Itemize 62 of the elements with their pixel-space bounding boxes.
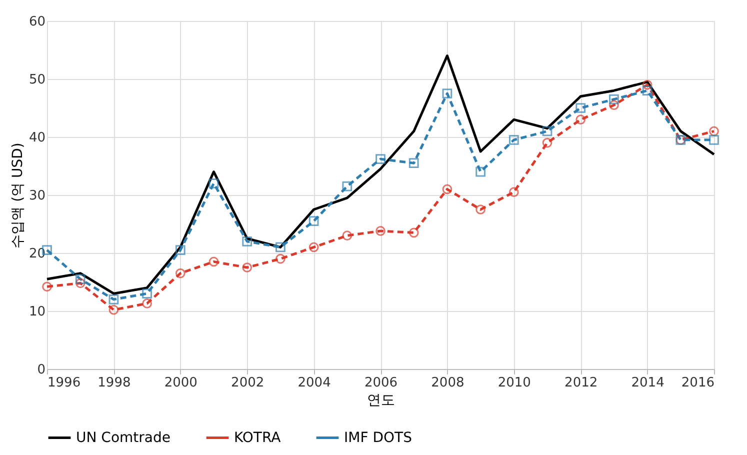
x-tick-label: 2016: [681, 376, 714, 390]
point: [175, 268, 186, 278]
point: [242, 236, 252, 246]
point: [442, 88, 452, 98]
point: [609, 100, 619, 110]
point: [376, 226, 386, 236]
point: [208, 256, 219, 267]
point: [576, 114, 586, 125]
y-tick-label: 50: [28, 72, 46, 88]
point: [476, 204, 486, 214]
x-tick-label: 1996: [48, 376, 81, 390]
legend-label: UN Comtrade: [76, 430, 170, 446]
point: [508, 134, 519, 145]
point: [308, 242, 319, 252]
point: [308, 216, 319, 226]
x-tick-label: 2008: [431, 376, 464, 390]
point: [442, 184, 452, 194]
point: [276, 242, 286, 252]
x-tick-label: 2012: [564, 376, 598, 390]
point: [642, 86, 652, 96]
point: [142, 288, 152, 299]
x-tick-label: 2000: [164, 376, 198, 390]
point: [276, 254, 286, 264]
y-tick-label: 10: [28, 304, 46, 320]
point: [408, 228, 419, 238]
point: [242, 262, 252, 272]
legend-label: IMF DOTS: [344, 430, 412, 446]
x-axis-title: 연도: [367, 392, 395, 408]
point: [376, 154, 386, 164]
point: [75, 274, 86, 284]
x-tick-label: 2006: [364, 376, 398, 390]
point: [342, 181, 352, 192]
x-tick-label: 1998: [98, 376, 131, 390]
point: [609, 94, 619, 104]
y-tick-label: 0: [37, 362, 46, 378]
y-tick-label: 30: [28, 188, 46, 204]
point: [542, 138, 552, 148]
point: [342, 230, 352, 241]
point: [408, 158, 419, 168]
y-tick-label: 60: [28, 14, 46, 30]
point: [208, 178, 219, 188]
point: [476, 166, 486, 177]
point: [642, 80, 652, 90]
point: [542, 126, 552, 136]
point: [709, 134, 719, 145]
point: [108, 294, 119, 304]
point: [709, 126, 719, 136]
legend-label: KOTRA: [234, 430, 282, 446]
x-tick-label: 2004: [298, 376, 331, 390]
point: [75, 278, 86, 288]
point: [175, 245, 186, 256]
y-tick-label: 20: [28, 246, 46, 262]
x-tick-label: 2002: [231, 376, 264, 390]
x-tick-label: 2010: [498, 376, 531, 390]
point: [108, 304, 119, 315]
x-tick-label: 2014: [631, 376, 664, 390]
y-tick-label: 40: [28, 130, 46, 146]
point: [576, 103, 586, 113]
y-axis-title: 수입액 (억 USD): [10, 142, 26, 248]
point: [42, 282, 52, 292]
point: [142, 298, 152, 308]
point: [508, 187, 519, 198]
